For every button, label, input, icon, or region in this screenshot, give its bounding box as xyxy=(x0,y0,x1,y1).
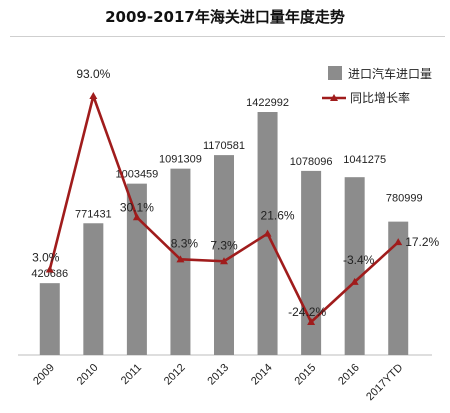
growth-rate-marker-2014 xyxy=(263,229,272,237)
growth-rate-label: 17.2% xyxy=(405,235,439,249)
x-tick-label: 2012 xyxy=(162,362,188,388)
bar-2017YTD xyxy=(388,221,409,355)
chart-title: 2009-2017年海关进口量年度走势 xyxy=(105,8,345,26)
growth-rate-label: 3.0% xyxy=(32,251,60,265)
legend-label-bar: 进口汽车进口量 xyxy=(348,66,432,81)
x-tick-label: 2013 xyxy=(205,362,231,388)
bar-2010 xyxy=(83,223,104,355)
growth-rate-label: 7.3% xyxy=(210,238,238,252)
bar-2011 xyxy=(126,183,147,355)
x-tick-label: 2016 xyxy=(336,362,362,388)
growth-rate-label: -24.2% xyxy=(288,305,326,319)
title-divider xyxy=(10,36,445,37)
bar-2009 xyxy=(39,283,60,355)
growth-rate-marker-2011 xyxy=(132,213,141,221)
growth-rate-label: 30.1% xyxy=(120,200,154,214)
legend-swatch-bar xyxy=(328,66,342,80)
bar-value-label: 1422992 xyxy=(246,97,289,109)
bar-value-label: 1041275 xyxy=(343,154,386,166)
growth-rate-label: 8.3% xyxy=(171,236,199,250)
bar-value-label: 1170581 xyxy=(203,140,245,152)
growth-rate-marker-2015 xyxy=(307,318,316,325)
bar-value-label: 1003459 xyxy=(115,169,158,181)
x-tick-label: 2014 xyxy=(249,362,275,388)
bar-2013 xyxy=(214,155,234,355)
growth-rate-marker-2016 xyxy=(350,277,359,285)
bar-value-label: 1078096 xyxy=(290,156,333,168)
bar-value-label: 780999 xyxy=(386,193,423,205)
growth-rate-marker-2009 xyxy=(45,265,54,273)
growth-rate-label: 93.0% xyxy=(76,67,110,81)
x-tick-label: 2011 xyxy=(119,362,144,387)
growth-rate-label: -3.4% xyxy=(343,253,375,267)
growth-rate-marker-2013 xyxy=(220,257,228,265)
growth-rate-label: 21.6% xyxy=(261,209,295,223)
x-tick-label: 2017YTD xyxy=(364,362,405,403)
growth-rate-marker-2017YTD xyxy=(394,238,403,246)
legend-label-line: 同比增长率 xyxy=(350,90,410,105)
growth-rate-marker-2010 xyxy=(89,92,98,99)
x-tick-label: 2010 xyxy=(75,362,101,388)
x-tick-label: 2009 xyxy=(31,362,57,388)
bar-value-label: 1091309 xyxy=(159,154,202,166)
bar-value-label: 420686 xyxy=(31,268,68,280)
legend-swatch-marker xyxy=(330,94,338,101)
bar-2015 xyxy=(301,170,322,355)
bar-2016 xyxy=(344,177,365,355)
x-tick-label: 2015 xyxy=(293,362,319,388)
growth-rate-marker-2012 xyxy=(176,255,185,263)
bar-value-label: 771431 xyxy=(75,208,112,220)
